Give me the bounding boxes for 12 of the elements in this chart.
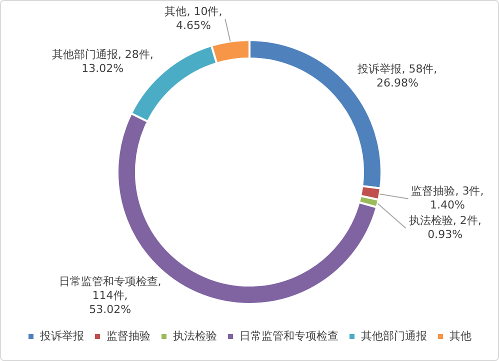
- legend-label: 监督抽验: [106, 329, 150, 342]
- data-label: 执法检验, 2件, 0.93%: [408, 214, 482, 242]
- data-label: 其他, 10件, 4.65%: [164, 4, 222, 32]
- data-label: 投诉举报, 58件, 26.98%: [356, 62, 438, 90]
- data-label: 日常监管和专项检查, 114件, 53.02%: [58, 274, 162, 316]
- legend-label: 其他: [450, 329, 472, 342]
- legend-label: 其他部门通报: [361, 329, 427, 342]
- legend-label: 执法检验: [173, 329, 217, 342]
- legend-label: 投诉举报: [39, 329, 84, 342]
- data-label: 监督抽验, 3件, 1.40%: [411, 184, 484, 212]
- legend-label: 日常监管和专项检查: [240, 329, 338, 342]
- data-label: 其他部门通报, 28件, 13.02%: [52, 48, 154, 75]
